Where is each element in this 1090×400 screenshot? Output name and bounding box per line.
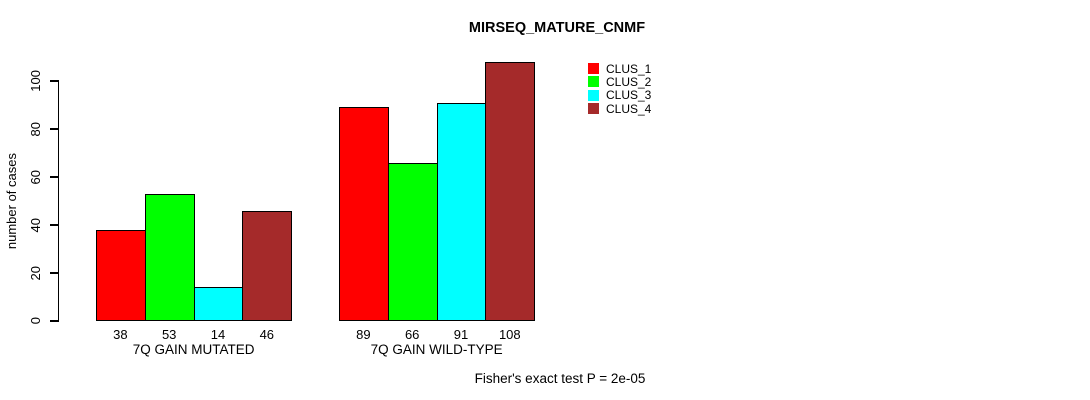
bar-value-label: 108 [498, 327, 521, 342]
bar-clus_1-group2 [339, 107, 389, 321]
bar-clus_4-group1 [242, 210, 293, 321]
bar-value-label: 66 [404, 327, 420, 342]
y-tick-label-box: 100 [28, 41, 43, 121]
y-axis-label-box: number of cases [3, 81, 20, 321]
y-tick-label: 0 [28, 317, 43, 325]
bar-clus_2-group1 [144, 193, 195, 321]
y-tick-label: 40 [28, 217, 43, 233]
group-label-1: 7Q GAIN MUTATED [132, 342, 255, 357]
legend-row: CLUS_3 [588, 88, 652, 103]
y-tick-label: 60 [28, 169, 43, 185]
legend-label: CLUS_4 [606, 101, 652, 116]
y-tick-label: 100 [28, 70, 43, 92]
y-tick [50, 80, 59, 82]
bar-clus_1-group1 [96, 229, 146, 321]
y-tick [50, 176, 59, 178]
legend-swatch [588, 89, 599, 101]
legend-swatch [588, 63, 599, 74]
y-tick-label: 80 [28, 121, 43, 137]
legend-row: CLUS_4 [588, 101, 652, 116]
bar-clus_3-group2 [436, 102, 487, 321]
y-tick-label: 20 [28, 265, 43, 281]
legend-label: CLUS_1 [606, 61, 652, 76]
bar-value-label: 53 [161, 327, 177, 342]
legend-label: CLUS_3 [606, 88, 652, 103]
legend-row: CLUS_2 [588, 74, 652, 89]
y-axis-label: number of cases [4, 152, 19, 250]
bar-clus_4-group2 [485, 61, 536, 321]
y-tick [50, 272, 59, 274]
legend-label: CLUS_2 [606, 74, 652, 89]
stats-annotation: Fisher's exact test P = 2e-05 [474, 371, 646, 386]
bar-clus_3-group1 [193, 287, 244, 321]
chart-title: MIRSEQ_MATURE_CNMF [468, 20, 646, 36]
bar-value-label: 38 [113, 327, 128, 342]
bar-clus_2-group2 [387, 162, 438, 321]
legend-swatch [588, 76, 599, 88]
y-tick [50, 128, 59, 130]
bar-value-label: 46 [259, 327, 275, 342]
bar-value-label: 89 [356, 327, 371, 342]
y-tick [50, 224, 59, 226]
bar-value-label: 91 [453, 327, 469, 342]
y-axis-line [58, 81, 60, 322]
bar-value-label: 14 [210, 327, 226, 342]
group-label-2: 7Q GAIN WILD-TYPE [370, 342, 503, 357]
legend-row: CLUS_1 [588, 61, 652, 76]
legend-swatch [588, 103, 599, 115]
y-tick [50, 320, 59, 322]
